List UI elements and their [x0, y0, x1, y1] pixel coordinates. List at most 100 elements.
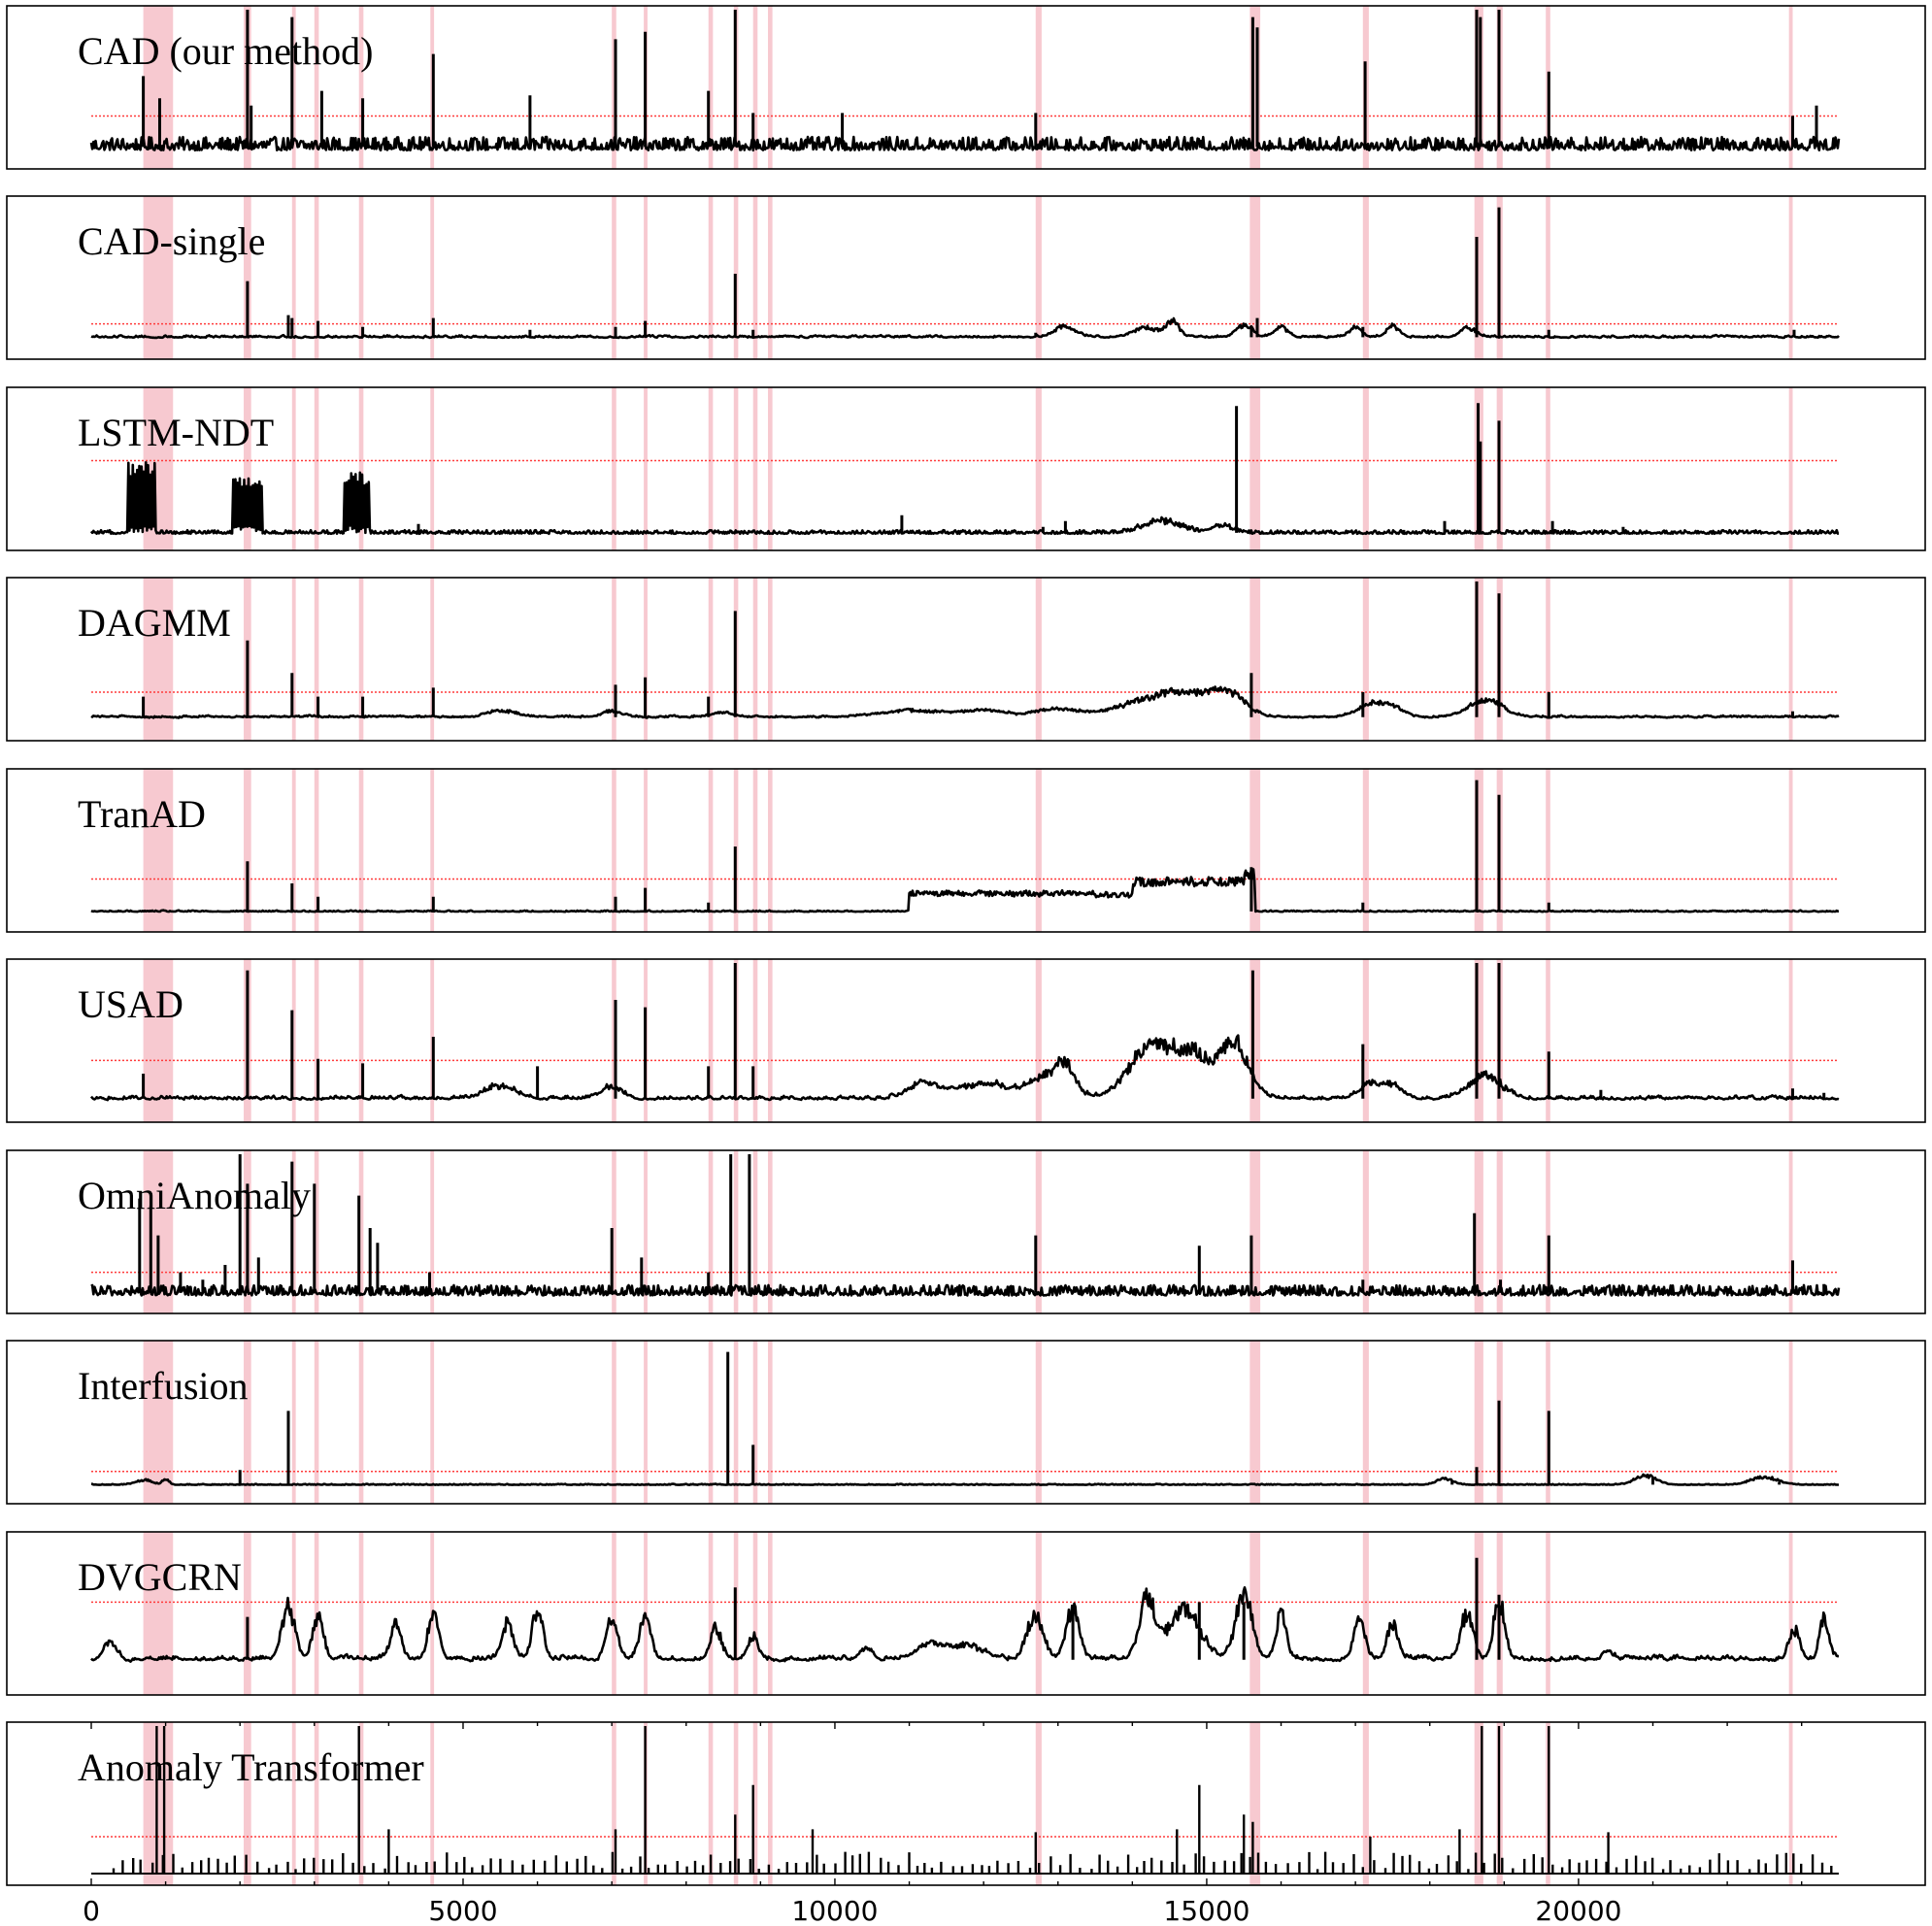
score-spikes — [238, 1351, 1782, 1485]
anomaly-band — [612, 959, 616, 1122]
anomaly-band — [1249, 578, 1261, 741]
anomaly-band — [612, 1722, 616, 1885]
anomaly-band — [358, 1150, 364, 1313]
anomaly-band — [244, 196, 251, 359]
anomaly-band — [1362, 1150, 1369, 1313]
anomaly-band — [1788, 1341, 1793, 1504]
anomaly-band — [708, 959, 714, 1122]
anomaly-band — [768, 1532, 773, 1695]
anomaly-band — [733, 387, 739, 550]
anomaly-band — [708, 1341, 714, 1504]
anomaly-band — [708, 1722, 714, 1885]
anomaly-band — [768, 387, 773, 550]
panel-title: DAGMM — [78, 601, 231, 645]
panel: DVGCRN — [6, 1531, 1926, 1696]
anomaly-band — [1249, 1341, 1261, 1504]
anomaly-band — [752, 1532, 758, 1695]
anomaly-band — [1362, 578, 1369, 741]
anomaly-band — [314, 1341, 319, 1504]
anomaly-band — [291, 769, 296, 932]
anomaly-band — [1362, 1341, 1369, 1504]
anomaly-band — [1474, 578, 1483, 741]
anomaly-band — [752, 6, 758, 169]
anomaly-band — [143, 1341, 174, 1504]
anomaly-band — [1249, 387, 1261, 550]
score-series — [90, 1283, 1841, 1297]
anomaly-band — [1474, 1341, 1483, 1504]
anomaly-band — [1249, 769, 1261, 932]
anomaly-band — [358, 769, 364, 932]
panel-title: USAD — [78, 982, 183, 1026]
anomaly-band — [1249, 1722, 1261, 1885]
score-spikes — [246, 1557, 1501, 1660]
anomaly-band — [358, 387, 364, 550]
panel-frame — [6, 386, 1926, 551]
anomaly-band — [143, 959, 174, 1122]
panel: OmniAnomaly — [6, 1149, 1926, 1314]
score-spikes — [142, 963, 1826, 1099]
anomaly-band — [314, 1150, 319, 1313]
anomaly-band — [1546, 769, 1550, 932]
anomaly-band — [358, 1341, 364, 1504]
anomaly-band — [768, 769, 773, 932]
score-series — [90, 685, 1840, 719]
panel-title: TranAD — [78, 792, 206, 836]
anomaly-band — [752, 196, 758, 359]
anomaly-band — [143, 1722, 174, 1885]
anomaly-band — [430, 196, 435, 359]
anomaly-band — [1362, 1722, 1369, 1885]
anomaly-band — [358, 578, 364, 741]
anomaly-band — [291, 1150, 296, 1313]
anomaly-band — [291, 196, 296, 359]
anomaly-band — [768, 578, 773, 741]
panel-frame — [6, 195, 1926, 360]
anomaly-band — [644, 769, 648, 932]
anomaly-band — [1249, 1532, 1261, 1695]
anomaly-band — [1474, 6, 1483, 169]
x-tick-label: 10000 — [791, 1895, 878, 1926]
x-tick-label: 20000 — [1535, 1895, 1621, 1926]
anomaly-band — [1362, 769, 1369, 932]
anomaly-band — [708, 769, 714, 932]
anomaly-band — [143, 196, 174, 359]
anomaly-band — [1249, 6, 1261, 169]
panel-frame — [6, 768, 1926, 933]
anomaly-band — [1496, 1150, 1503, 1313]
panel: DAGMM — [6, 577, 1926, 742]
panel-title: Interfusion — [78, 1364, 249, 1408]
anomaly-band — [1474, 769, 1483, 932]
anomaly-band — [291, 578, 296, 741]
anomaly-band — [1474, 196, 1483, 359]
panel-title: CAD-single — [78, 219, 265, 263]
panel-frame — [6, 958, 1926, 1123]
anomaly-band — [430, 578, 435, 741]
anomaly-band — [644, 578, 648, 741]
anomaly-band — [1788, 1722, 1793, 1885]
anomaly-band — [1035, 6, 1042, 169]
panel: Anomaly Transformer — [6, 1721, 1926, 1886]
anomaly-band — [430, 1722, 435, 1885]
anomaly-band — [1249, 959, 1261, 1122]
anomaly-band — [1035, 769, 1042, 932]
anomaly-band — [708, 196, 714, 359]
anomaly-band — [1249, 1150, 1261, 1313]
anomaly-band — [1546, 387, 1550, 550]
score-series — [89, 135, 1841, 152]
anomaly-band — [291, 387, 296, 550]
anomaly-band — [644, 387, 648, 550]
panel: USAD — [6, 958, 1926, 1123]
anomaly-band — [430, 1150, 435, 1313]
panel-title: OmniAnomaly — [78, 1174, 311, 1217]
anomaly-band — [143, 578, 174, 741]
anomaly-band — [1035, 1150, 1042, 1313]
anomaly-band — [244, 1722, 251, 1885]
anomaly-band — [1035, 1341, 1042, 1504]
anomaly-band — [752, 1722, 758, 1885]
anomaly-band — [752, 1150, 758, 1313]
anomaly-band — [314, 387, 319, 550]
anomaly-band — [430, 1341, 435, 1504]
anomaly-band — [314, 769, 319, 932]
anomaly-band — [708, 578, 714, 741]
anomaly-band — [143, 769, 174, 932]
